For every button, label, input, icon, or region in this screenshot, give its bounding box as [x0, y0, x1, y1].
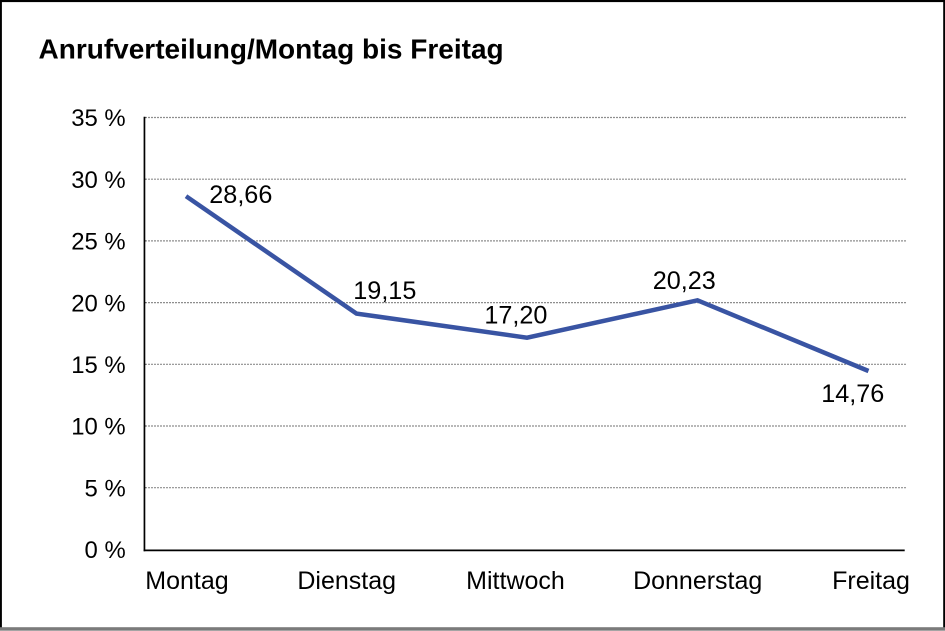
svg-text:Montag: Montag — [145, 567, 228, 595]
svg-text:Donnerstag: Donnerstag — [633, 567, 762, 595]
svg-text:Mittwoch: Mittwoch — [466, 567, 565, 595]
svg-text:0 %: 0 % — [85, 537, 126, 564]
svg-text:25 %: 25 % — [71, 229, 125, 256]
svg-text:5 %: 5 % — [85, 475, 126, 502]
svg-text:14,76: 14,76 — [821, 380, 884, 408]
svg-text:20,23: 20,23 — [653, 267, 716, 295]
svg-text:35 %: 35 % — [71, 105, 125, 132]
svg-text:19,15: 19,15 — [353, 277, 416, 305]
svg-text:20 %: 20 % — [71, 290, 125, 317]
svg-text:Freitag: Freitag — [832, 567, 910, 595]
svg-text:10 %: 10 % — [71, 414, 125, 441]
svg-text:17,20: 17,20 — [484, 301, 547, 329]
svg-text:30 %: 30 % — [71, 167, 125, 194]
svg-text:15 %: 15 % — [71, 352, 125, 379]
svg-text:28,66: 28,66 — [209, 181, 272, 209]
svg-text:Dienstag: Dienstag — [297, 567, 396, 595]
svg-text:Anrufverteilung/Montag bis Fre: Anrufverteilung/Montag bis Freitag — [39, 34, 504, 65]
